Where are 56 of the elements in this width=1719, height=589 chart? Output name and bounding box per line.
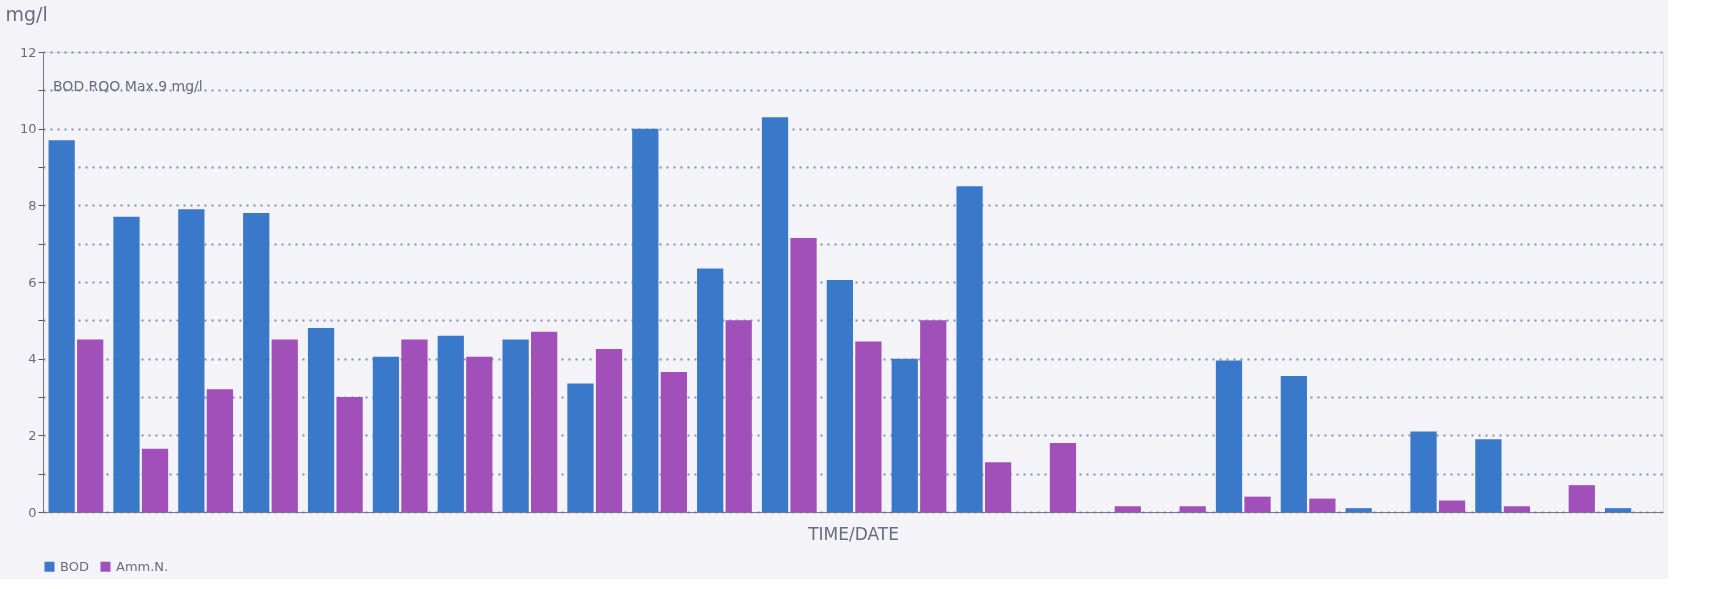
- y-tick-label: 6: [28, 274, 37, 290]
- bar: [1215, 360, 1243, 512]
- bar: [595, 349, 623, 512]
- bar: [1345, 508, 1372, 512]
- bar: [437, 335, 464, 512]
- bar: [336, 397, 363, 512]
- bar: [1280, 375, 1307, 512]
- y-tick-label: 2: [28, 427, 37, 443]
- bar: [920, 320, 947, 512]
- bar: [1410, 431, 1437, 512]
- bar: [1503, 506, 1531, 512]
- x-axis-title: TIME/DATE: [807, 523, 899, 544]
- bar: [466, 356, 493, 512]
- bar: [401, 339, 428, 512]
- y-tick-label: 12: [19, 44, 37, 60]
- bar: [307, 328, 335, 512]
- legend-label: BOD: [60, 558, 89, 574]
- bar: [1049, 443, 1077, 512]
- bar: [1114, 506, 1141, 512]
- bar: [113, 216, 140, 512]
- bar: [725, 320, 752, 512]
- bar: [1475, 439, 1502, 512]
- bar: [1438, 500, 1466, 512]
- bar: [790, 237, 817, 512]
- bar: [77, 339, 104, 512]
- bar: [984, 462, 1012, 512]
- bar: [891, 358, 918, 512]
- annotation: BOD RQO Max.9 mg/l: [53, 78, 203, 94]
- bar: [372, 356, 400, 512]
- bar: [1179, 506, 1206, 512]
- bar: [243, 213, 270, 512]
- bar: [1568, 485, 1595, 512]
- bar: [531, 331, 558, 512]
- bar: [1309, 498, 1336, 512]
- bar: [1244, 496, 1271, 512]
- bar: [956, 186, 983, 512]
- bar: [206, 389, 234, 512]
- bar: [855, 341, 882, 512]
- bar: [141, 448, 169, 512]
- y-tick-label: 8: [28, 197, 37, 213]
- y-tick-label: 10: [19, 121, 37, 137]
- bar: [502, 339, 529, 512]
- bar: [632, 128, 659, 512]
- y-axis-title: mg/l: [5, 2, 48, 25]
- bar: [48, 140, 75, 512]
- bar: [660, 372, 687, 512]
- y-tick-label: 0: [28, 504, 37, 520]
- bar: [271, 339, 298, 512]
- bar: [761, 117, 789, 512]
- y-tick-label: 4: [28, 351, 37, 367]
- legend-label: Amm.N.: [116, 558, 169, 574]
- bar: [826, 280, 853, 512]
- bar: [567, 383, 594, 512]
- bar: [178, 209, 205, 512]
- bar: [697, 268, 724, 512]
- bar: [1604, 508, 1632, 512]
